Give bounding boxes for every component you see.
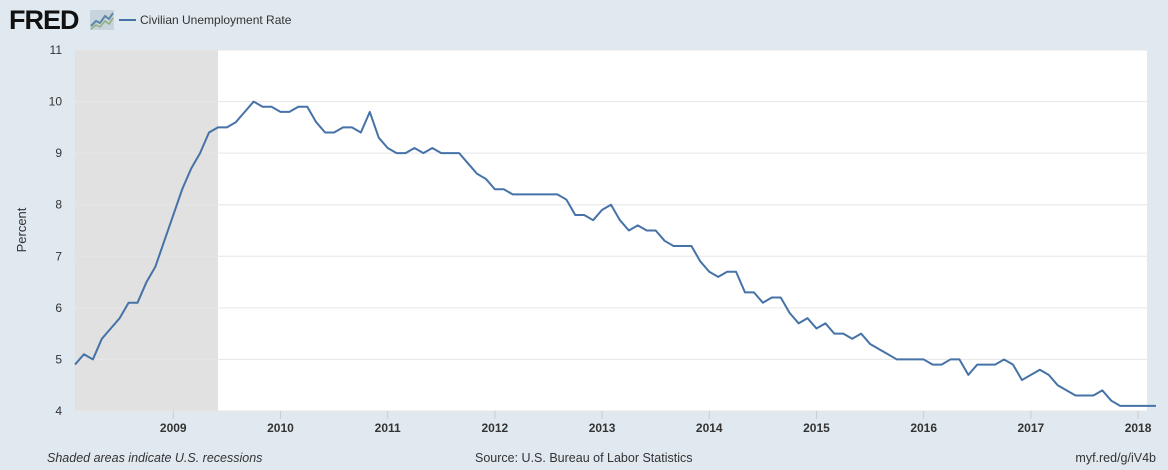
x-tick-label: 2014 — [696, 421, 723, 435]
y-axis-label: Percent — [14, 207, 29, 252]
plot-background — [75, 50, 1147, 411]
x-tick-label: 2011 — [375, 421, 401, 435]
x-tick-label: 2016 — [910, 421, 937, 435]
fred-logo[interactable]: FRED — [9, 5, 79, 35]
legend[interactable]: Civilian Unemployment Rate — [119, 11, 291, 29]
x-tick-label: 2017 — [1018, 421, 1045, 435]
legend-swatch — [119, 19, 136, 21]
sparkline-chart-icon — [90, 10, 114, 30]
y-tick-label: 8 — [55, 198, 62, 212]
x-tick-label: 2009 — [160, 421, 187, 435]
y-tick-label: 7 — [55, 249, 62, 263]
legend-label: Civilian Unemployment Rate — [140, 13, 292, 27]
x-tick-label: 2013 — [589, 421, 616, 435]
y-tick-label: 6 — [55, 301, 62, 315]
short-url-link[interactable]: myf.red/g/iV4b — [1075, 451, 1156, 465]
x-tick-label: 2012 — [482, 421, 509, 435]
y-tick-label: 4 — [55, 404, 62, 418]
x-tick-label: 2015 — [803, 421, 830, 435]
recession-shading-layer — [75, 50, 218, 411]
x-tick-label: 2018 — [1125, 421, 1152, 435]
data-points — [74, 101, 1156, 406]
x-tick-label: 2010 — [267, 421, 294, 435]
y-tick-label: 5 — [55, 352, 62, 366]
series-line-unemployment — [74, 100, 1156, 407]
source-credit: Source: U.S. Bureau of Labor Statistics — [475, 451, 693, 465]
y-axis-ticks: 4 5 6 7 8 9 10 11 — [49, 43, 63, 418]
chart-header: FRED Civilian Unemployment Rate — [0, 0, 1168, 40]
recession-band — [75, 50, 218, 411]
recession-note: Shaded areas indicate U.S. recessions — [47, 451, 263, 465]
y-tick-label: 9 — [55, 146, 62, 160]
y-tick-label: 11 — [50, 43, 63, 57]
x-axis-ticks: 2009 2010 2011 2012 2013 2014 2015 2016 2017 2018 — [160, 411, 1152, 435]
y-tick-label: 10 — [49, 95, 63, 109]
